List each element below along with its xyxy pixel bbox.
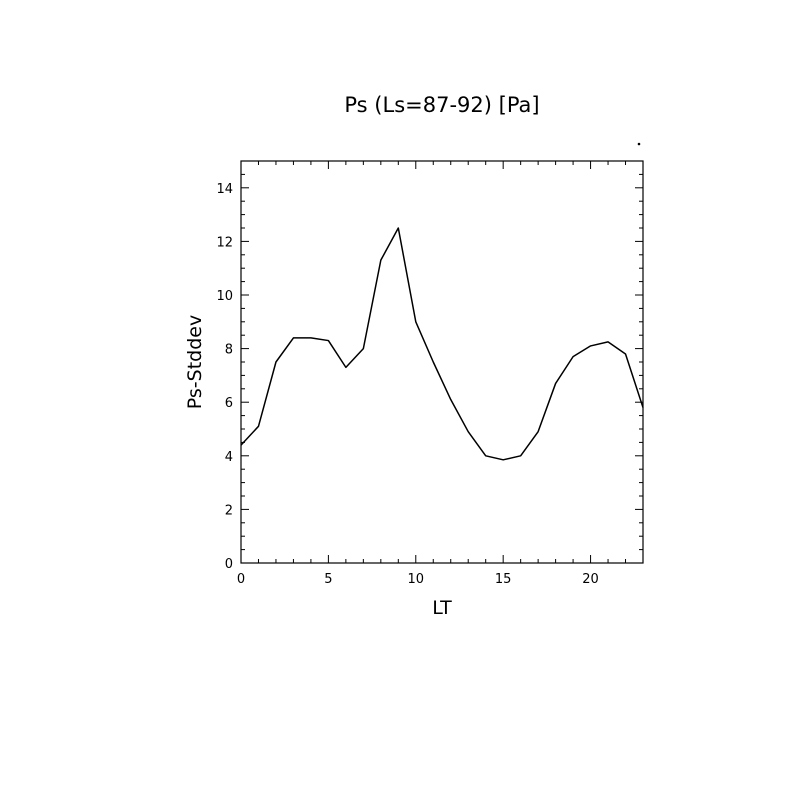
tick-labels: 0 5 10 15 20 0 2 4 6 8 10 12 14	[216, 182, 598, 587]
y-tick-label: 14	[216, 182, 233, 197]
plot-area: 0 5 10 15 20 0 2 4 6 8 10 12 14	[216, 160, 644, 587]
y-tick-label: 0	[225, 557, 233, 572]
y-tick-label: 6	[225, 396, 233, 411]
y-tick-label: 2	[225, 503, 233, 518]
axis-ticks	[240, 160, 644, 564]
y-tick-label: 4	[225, 450, 233, 465]
chart-title: Ps (Ls=87-92) [Pa]	[344, 93, 539, 117]
y-tick-label: 10	[216, 289, 233, 304]
x-tick-label: 5	[324, 572, 332, 587]
x-tick-label: 20	[582, 572, 599, 587]
x-tick-label: 10	[408, 572, 425, 587]
x-tick-label: 0	[237, 572, 245, 587]
plot-frame	[240, 160, 644, 564]
y-tick-label: 8	[225, 343, 233, 358]
series-group	[240, 227, 644, 461]
y-axis-label: Ps-Stddev	[184, 315, 206, 409]
x-tick-label: 15	[495, 572, 512, 587]
series-line	[240, 227, 644, 461]
x-axis-label: LT	[432, 597, 452, 619]
corner-dot	[637, 142, 641, 146]
y-tick-label: 12	[216, 235, 233, 250]
